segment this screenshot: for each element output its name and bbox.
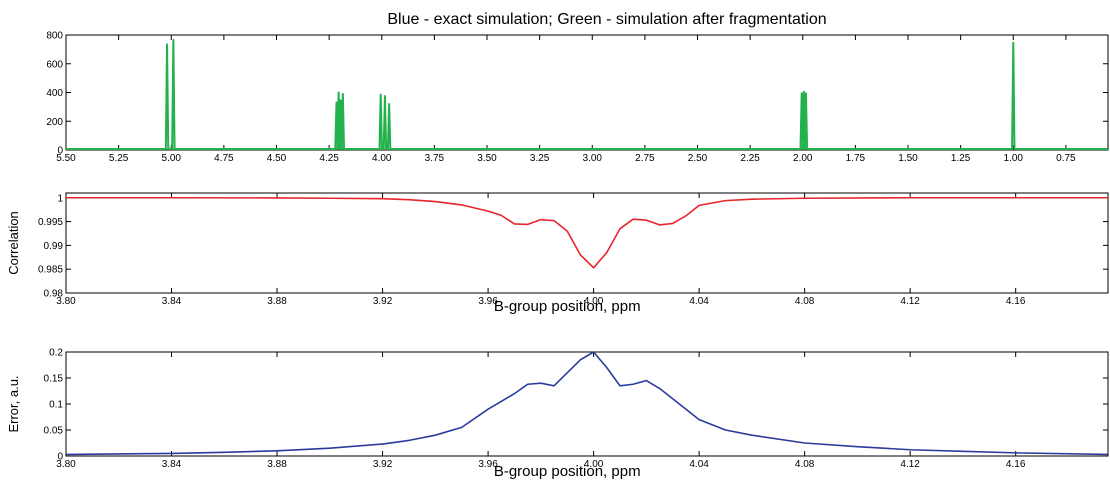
x-tick-label: 3.25 [530, 153, 550, 164]
x-tick-label: 3.84 [162, 459, 182, 470]
x-tick-label: 5.50 [56, 153, 76, 164]
x-tick-label: 4.50 [267, 153, 287, 164]
x-tick-label: 4.00 [584, 296, 604, 307]
x-tick-label: 4.12 [900, 296, 920, 307]
x-tick-label: 2.00 [793, 153, 813, 164]
x-tick-label: 4.16 [1006, 296, 1026, 307]
y-tick-label: 0.2 [49, 348, 63, 359]
x-tick-label: 4.75 [214, 153, 234, 164]
plot-frame [65, 192, 1109, 294]
x-tick-label: 2.75 [635, 153, 655, 164]
y-tick-label: 600 [46, 59, 63, 70]
x-tick-label: 5.25 [109, 153, 129, 164]
plot-frame [65, 34, 1109, 151]
y-tick-label: 0 [57, 146, 63, 157]
x-tick-label: 1.75 [846, 153, 866, 164]
x-tick-label: 1.00 [1004, 153, 1024, 164]
series-line-1 [66, 196, 1108, 269]
y-tick-label: 0.995 [38, 217, 63, 228]
x-tick-label: 2.25 [740, 153, 760, 164]
y-axis-label: Error, a.u. [6, 375, 21, 432]
x-tick-label: 4.08 [795, 296, 815, 307]
x-tick-label: 4.04 [689, 459, 709, 470]
y-axis-label: Correlation [6, 211, 21, 275]
x-tick-label: 3.50 [477, 153, 497, 164]
y-tick-label: 0.98 [44, 289, 64, 300]
x-tick-label: 4.00 [584, 459, 604, 470]
y-tick-label: 0.05 [44, 426, 64, 437]
chart-panel-1: 5.50 5.25 5.00 4.75 4.50 4.25 4.00 3.75 3.50 3.25… [46, 11, 1109, 164]
x-tick-label: 4.12 [900, 459, 920, 470]
x-tick-label: 3.88 [267, 296, 287, 307]
x-axis-label: B-group position, ppm [494, 463, 641, 480]
x-tick-label: 4.16 [1006, 459, 1026, 470]
x-tick-label: 3.92 [373, 296, 393, 307]
x-tick-label: 3.80 [56, 459, 76, 470]
x-tick-label: 5.00 [162, 153, 182, 164]
chart-panel-2: 3.80 3.84 3.88 3.92 3.96 4.00 4.04 4.08 4.12 4.16… [6, 192, 1109, 315]
series-line-1 [65, 351, 1109, 456]
plot-frame [65, 351, 1109, 457]
y-tick-label: 0 [57, 452, 63, 463]
chart-title: Blue - exact simulation; Green - simulat… [387, 11, 826, 28]
x-tick-label: 3.96 [478, 459, 498, 470]
y-tick-label: 800 [46, 31, 63, 42]
x-tick-label: 4.25 [319, 153, 339, 164]
x-tick-label: 4.04 [689, 296, 709, 307]
x-tick-label: 3.96 [478, 296, 498, 307]
series-line-1 [66, 39, 1108, 150]
x-tick-label: 4.00 [372, 153, 392, 164]
x-tick-label: 3.75 [425, 153, 445, 164]
x-tick-label: 2.50 [688, 153, 708, 164]
x-axis-label: B-group position, ppm [494, 298, 641, 315]
y-tick-label: 0.985 [38, 265, 63, 276]
x-tick-label: 3.80 [56, 296, 76, 307]
y-tick-label: 400 [46, 88, 63, 99]
y-tick-label: 200 [46, 117, 63, 128]
y-tick-label: 0.1 [49, 400, 63, 411]
x-tick-label: 1.25 [951, 153, 971, 164]
x-tick-label: 3.88 [267, 459, 287, 470]
x-tick-label: 3.84 [162, 296, 182, 307]
x-tick-label: 0.75 [1056, 153, 1076, 164]
y-tick-label: 0.15 [44, 374, 64, 385]
x-tick-label: 3.92 [373, 459, 393, 470]
y-tick-label: 0.99 [44, 241, 64, 252]
x-tick-label: 3.00 [583, 153, 603, 164]
x-tick-label: 1.50 [898, 153, 918, 164]
x-tick-label: 4.08 [795, 459, 815, 470]
y-tick-label: 1 [57, 193, 63, 204]
chart-panel-3: 3.80 3.84 3.88 3.92 3.96 4.00 4.04 4.08 4.12 4.16… [6, 348, 1109, 480]
